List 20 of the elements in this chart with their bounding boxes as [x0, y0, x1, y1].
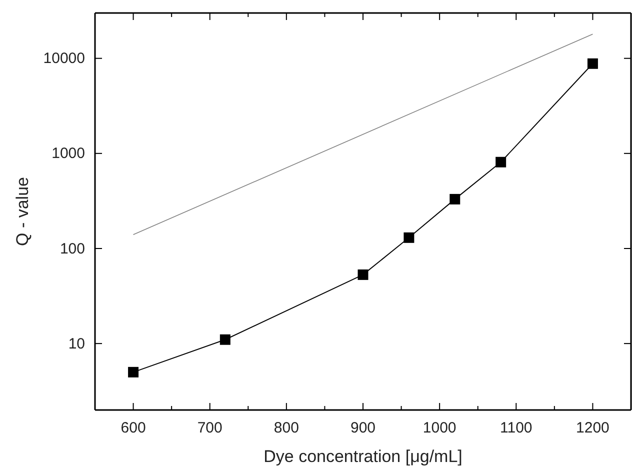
- point: [358, 269, 368, 280]
- point: [450, 194, 460, 204]
- point: [404, 232, 414, 243]
- x-tick-label: 1200: [576, 420, 610, 437]
- x-tick-label: 800: [274, 420, 299, 437]
- x-tick-label: 1000: [422, 420, 456, 437]
- y-tick-label: 10000: [43, 50, 85, 68]
- x-tick-label: 900: [350, 420, 376, 437]
- x-axis-title: Dye concentration [μg/mL]: [264, 447, 462, 466]
- point: [128, 366, 139, 378]
- point: [496, 156, 506, 168]
- x-tick-label: 700: [197, 420, 222, 437]
- point: [587, 58, 598, 69]
- y-tick-label: 100: [60, 240, 85, 258]
- point: [220, 334, 230, 345]
- x-tick-label: 1100: [500, 420, 532, 437]
- y-tick-label: 10: [68, 335, 85, 352]
- y-axis-title: Q - value: [13, 177, 32, 246]
- x-tick-label: 600: [120, 420, 146, 437]
- y-tick-label: 1000: [52, 145, 85, 162]
